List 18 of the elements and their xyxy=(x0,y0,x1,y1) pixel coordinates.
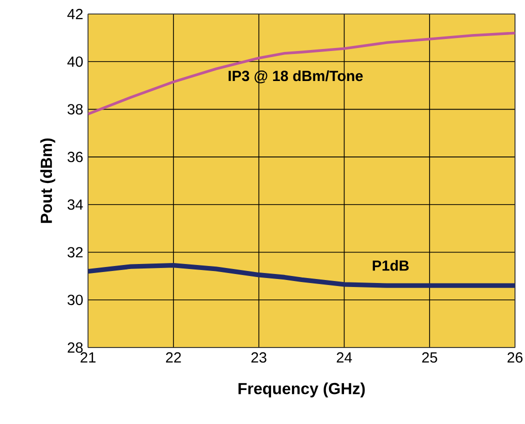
x-tick-label: 24 xyxy=(336,352,352,363)
x-tick-label: 26 xyxy=(508,352,523,363)
x-tick-label: 22 xyxy=(166,352,181,363)
y-tick-label: 30 xyxy=(68,294,83,306)
y-tick-label: 32 xyxy=(68,247,83,258)
series-label: P1dB xyxy=(372,260,409,272)
y-tick-label: 40 xyxy=(67,56,83,68)
y-tick-label: 34 xyxy=(68,200,83,210)
y-tick-label: 28 xyxy=(68,342,83,353)
y-axis-title: Pout (dBm) xyxy=(40,138,56,224)
y-tick-label: 36 xyxy=(68,152,83,162)
x-tick-label: 21 xyxy=(80,352,96,363)
x-tick-label: 25 xyxy=(422,352,438,363)
y-tick-label: 42 xyxy=(67,9,83,20)
x-axis-title: Frequency (GHz) xyxy=(238,382,365,398)
y-tick-label: 38 xyxy=(68,104,83,115)
line-series xyxy=(88,32,515,116)
x-tick-label: 23 xyxy=(251,352,266,363)
